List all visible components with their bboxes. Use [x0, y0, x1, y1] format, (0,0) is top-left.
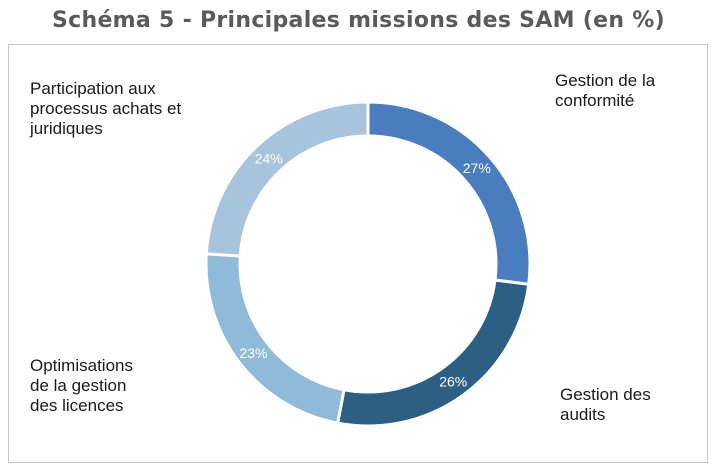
value-label-audits: 26%	[439, 373, 467, 389]
donut-value-labels: 27% 26% 23% 24%	[239, 150, 490, 389]
category-label-licences: Optimisations de la gestion des licences	[30, 356, 133, 416]
value-label-achats-juridiques: 24%	[255, 150, 283, 166]
category-label-audits: Gestion des audits	[560, 385, 651, 425]
category-label-line: Optimisations	[30, 356, 133, 375]
category-label-line: des licences	[30, 396, 124, 415]
category-label-line: Gestion des	[560, 385, 651, 404]
value-label-licences: 23%	[239, 345, 267, 361]
category-label-line: processus achats et	[30, 99, 182, 118]
donut-slice-conformite	[366, 100, 532, 286]
donut-slices	[204, 100, 532, 428]
category-label-achats-juridiques: Participation aux processus achats et ju…	[30, 79, 181, 139]
category-label-line: Participation aux	[30, 79, 156, 98]
chart-title: Schéma 5 - Principales missions des SAM …	[52, 8, 665, 33]
category-label-line: Gestion de la	[555, 71, 656, 90]
donut-slice-achats-juridiques	[204, 100, 370, 258]
category-label-line: juridiques	[30, 119, 103, 138]
category-label-line: audits	[560, 405, 606, 424]
donut-slice-audits	[335, 278, 531, 428]
value-label-conformite: 27%	[463, 160, 491, 176]
category-label-line: conformité	[555, 91, 635, 110]
donut-slice-licences	[204, 252, 346, 425]
category-label-conformite: Gestion de la conformité	[555, 71, 655, 111]
category-label-line: de la gestion	[30, 376, 127, 395]
